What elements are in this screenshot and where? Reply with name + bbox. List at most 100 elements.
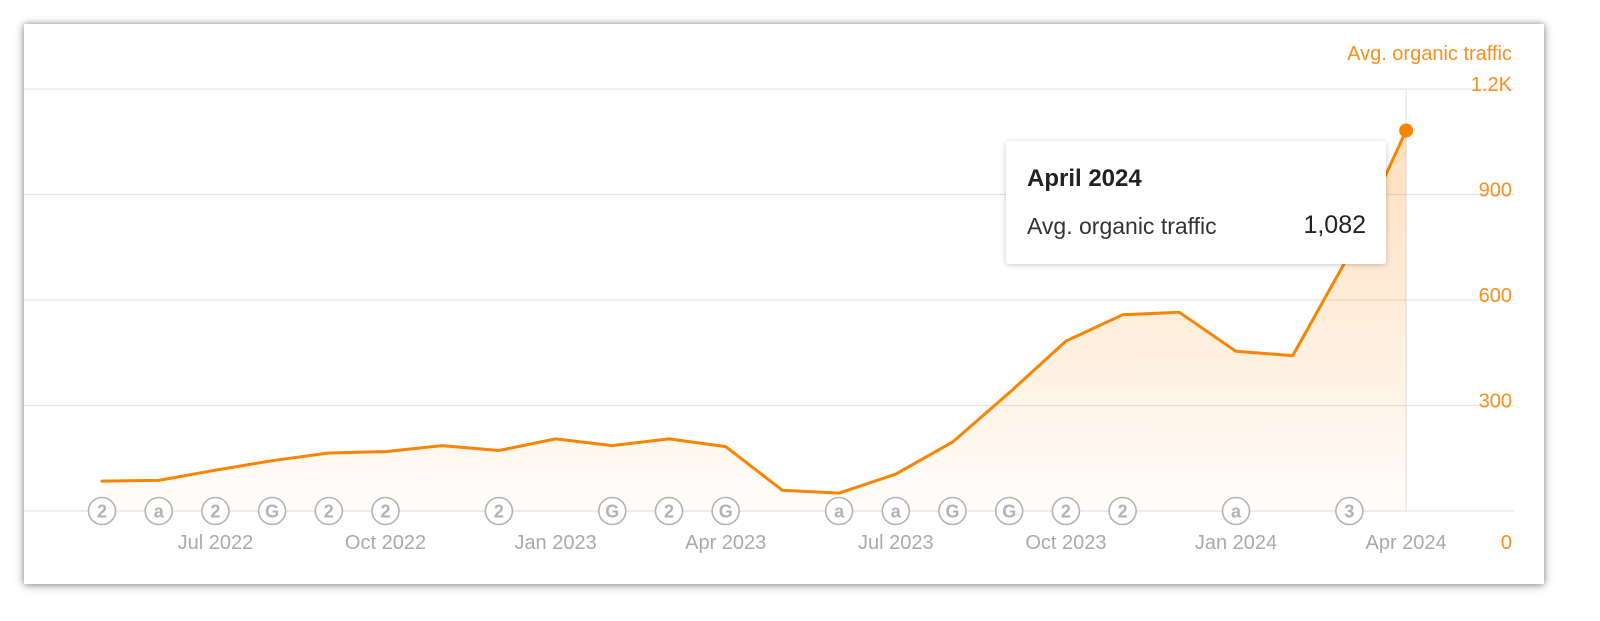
data-point: [1290, 353, 1296, 359]
annotation-label: 2: [664, 502, 674, 522]
annotation-circle: [201, 496, 230, 526]
data-point: [1176, 309, 1182, 315]
annotation-marker[interactable]: G: [938, 496, 967, 526]
annotation-circle: [711, 496, 741, 526]
annotation-label: a: [154, 502, 165, 522]
annotation-marker[interactable]: a: [824, 496, 854, 526]
data-point: [326, 450, 332, 456]
annotation-marker[interactable]: a: [881, 496, 911, 526]
x-tick-label: Jan 2024: [1195, 532, 1277, 554]
data-point: [269, 458, 275, 464]
annotation-label: a: [891, 502, 902, 522]
annotation-label: 2: [1118, 502, 1128, 522]
x-axis-ticks: Jul 2022 Oct 2022 Jan 2023 Apr 2023 Jul 2023…: [178, 532, 1447, 554]
y-tick-label: 300: [1479, 391, 1512, 413]
data-point: [156, 477, 162, 483]
data-point: [836, 490, 842, 496]
data-point: [609, 443, 615, 449]
x-tick-label: Oct 2022: [345, 532, 426, 554]
annotation-label: G: [1002, 502, 1016, 522]
data-point: [553, 436, 559, 442]
y-tick-label: 0: [1501, 532, 1512, 554]
data-point: [99, 478, 105, 484]
annotation-circle: [314, 496, 344, 526]
data-point: [1006, 390, 1012, 396]
annotation-marker[interactable]: 2: [654, 496, 684, 526]
y-axis-ticks: 0 300 600 900 1.2K: [1471, 74, 1513, 554]
annotation-label: a: [834, 502, 845, 522]
series-area-fill: [102, 130, 1407, 511]
tooltip-title: April 2024: [1027, 165, 1142, 192]
annotation-circle: [824, 496, 854, 526]
annotation-marker[interactable]: 2: [484, 496, 514, 526]
annotation-circle: [144, 496, 173, 526]
annotation-label: 2: [210, 502, 220, 522]
data-point: [1120, 312, 1126, 318]
series-legend-label: Avg. organic traffic: [1347, 43, 1512, 65]
data-point: [496, 448, 502, 454]
series-line: [100, 129, 1408, 495]
annotation-circle: [881, 496, 911, 526]
annotation-marker[interactable]: 3: [1335, 496, 1364, 526]
annotation-label: G: [719, 502, 733, 522]
data-point: [1063, 338, 1069, 344]
tooltip-series-label: Avg. organic traffic: [1027, 213, 1217, 239]
annotation-circle: [484, 496, 514, 526]
x-tick-label: Jul 2022: [178, 532, 254, 554]
annotation-circle: [1335, 496, 1364, 526]
data-point: [439, 443, 445, 449]
annotation-label: 3: [1344, 502, 1354, 522]
data-point: [212, 467, 218, 473]
annotation-marker[interactable]: 2: [314, 496, 344, 526]
y-tick-label: 900: [1479, 180, 1512, 202]
annotation-marker[interactable]: G: [597, 496, 627, 526]
annotation-label: 2: [1061, 502, 1071, 522]
x-tick-label: Oct 2023: [1025, 532, 1106, 554]
annotation-marker[interactable]: G: [257, 496, 287, 526]
annotation-label: 2: [380, 502, 390, 522]
annotation-circle: [87, 496, 117, 526]
annotation-circle: [654, 496, 684, 526]
annotation-marker[interactable]: a: [144, 496, 173, 526]
annotation-circle: [597, 496, 627, 526]
x-tick-label: Jul 2023: [858, 532, 934, 554]
annotation-circle: [371, 496, 400, 526]
data-point: [383, 449, 389, 455]
annotation-label: 2: [97, 502, 107, 522]
annotation-marker[interactable]: 2: [201, 496, 230, 526]
annotation-label: G: [605, 502, 619, 522]
annotation-label: a: [1231, 502, 1242, 522]
tooltip-value: 1,082: [1303, 211, 1366, 239]
x-tick-label: Apr 2024: [1366, 532, 1447, 554]
data-point: [666, 436, 672, 442]
annotation-marker[interactable]: G: [711, 496, 741, 526]
annotation-circle: [1221, 496, 1251, 526]
annotation-circle: [257, 496, 287, 526]
data-point: [723, 444, 729, 450]
annotation-marker[interactable]: 2: [1051, 496, 1081, 526]
annotation-marker[interactable]: G: [994, 496, 1024, 526]
annotation-marker[interactable]: 2: [87, 496, 117, 526]
x-tick-label: Apr 2023: [685, 532, 766, 554]
y-tick-label: 1.2K: [1471, 74, 1513, 96]
data-points: [99, 123, 1414, 496]
annotation-circle: [1108, 496, 1137, 526]
annotation-marker[interactable]: 2: [371, 496, 400, 526]
annotation-circle: [938, 496, 967, 526]
data-point: [893, 471, 899, 477]
annotation-marker[interactable]: a: [1221, 496, 1251, 526]
annotation-label: 2: [324, 502, 334, 522]
annotation-label: G: [265, 502, 279, 522]
annotation-label: 2: [494, 502, 504, 522]
x-tick-label: Jan 2023: [514, 532, 596, 554]
data-point: [779, 487, 785, 493]
annotation-circle: [994, 496, 1024, 526]
chart-tooltip: April 2024 Avg. organic traffic 1,082: [1006, 141, 1386, 264]
highlighted-data-point: [1399, 123, 1414, 138]
annotation-marker[interactable]: 2: [1108, 496, 1137, 526]
data-point: [950, 439, 956, 445]
annotation-circle: [1051, 496, 1081, 526]
